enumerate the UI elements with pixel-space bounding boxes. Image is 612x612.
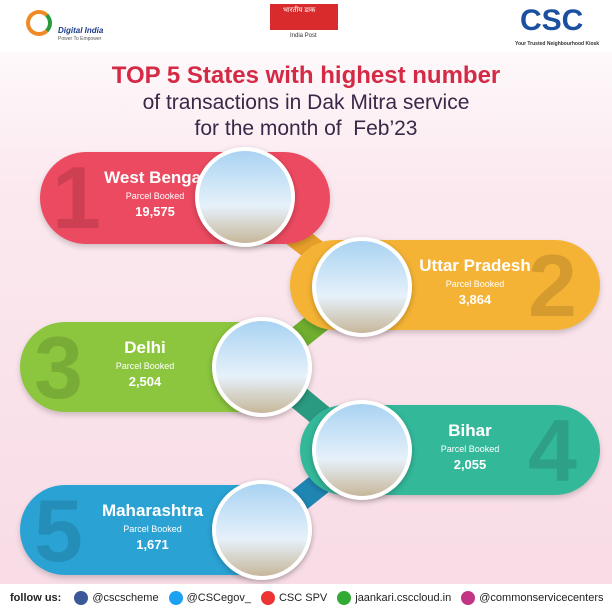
social-handle: @CSCegov_	[186, 591, 251, 604]
logo-text: Digital India	[58, 26, 104, 35]
social-icon	[74, 591, 89, 605]
metric-label: Parcel Booked	[125, 191, 185, 201]
header: Digital India Power To Empower भारतीय डा…	[0, 0, 612, 52]
csc-logo: CSC	[520, 4, 584, 37]
state-image	[312, 400, 412, 500]
metric-value: 1,671	[136, 537, 169, 552]
state-name: Maharashtra	[101, 501, 204, 520]
state-name: West Bengal	[104, 168, 206, 187]
social-link[interactable]: @cscscheme	[74, 591, 159, 605]
metric-label: Parcel Booked	[123, 524, 182, 534]
state-name: Bihar	[448, 421, 492, 440]
state-name: Uttar Pradesh	[419, 256, 531, 275]
state-image	[212, 480, 312, 580]
india-post-icon	[270, 4, 338, 30]
footer: follow us: @cscscheme @CSCegov_ CSC SPV jaa…	[0, 584, 612, 612]
logo-text: India Post	[290, 33, 317, 39]
rank-number: 1	[52, 148, 101, 247]
subtitle: of transactions in Dak Mitra service	[142, 91, 470, 114]
social-link[interactable]: @CSCegov_	[168, 591, 251, 605]
social-icon	[461, 591, 476, 605]
state-image	[195, 147, 295, 247]
state-info: West Bengal Parcel Booked 19,575	[95, 168, 215, 219]
metric-value: 19,575	[135, 204, 175, 219]
rank-number: 2	[528, 236, 577, 335]
social-handle: jaankari.csccloud.in	[355, 591, 452, 604]
metric-value: 2,055	[453, 457, 487, 472]
footer-label: follow us:	[10, 591, 62, 604]
digital-india-icon	[26, 10, 52, 36]
rank-number: 3	[34, 318, 83, 417]
social-link[interactable]: @commonservicecenters	[461, 591, 604, 605]
social-icon	[260, 591, 275, 605]
metric-value: 2,504	[128, 374, 162, 389]
social-handle: @cscscheme	[92, 591, 159, 604]
social-handle: @commonservicecenters	[479, 591, 604, 604]
social-icon	[168, 591, 183, 605]
rank-number: 5	[34, 481, 83, 580]
social-handle: CSC SPV	[278, 591, 328, 604]
metric-label: Parcel Booked	[445, 279, 505, 289]
logo-text: भारतीय डाक	[283, 7, 316, 14]
state-info: Uttar Pradesh Parcel Booked 3,864	[415, 256, 535, 307]
state-info: Maharashtra Parcel Booked 1,671	[85, 501, 220, 552]
social-link[interactable]: jaankari.csccloud.in	[337, 591, 451, 605]
state-info: Delhi Parcel Booked 2,504	[90, 338, 200, 389]
logo-text: Your Trusted Neighbourhood Kiosk	[515, 41, 600, 47]
metric-value: 3,864	[458, 292, 492, 307]
subtitle: for the month of Feb’23	[194, 117, 418, 140]
state-image	[212, 317, 312, 417]
metric-label: Parcel Booked	[115, 361, 175, 371]
state-info: Bihar Parcel Booked 2,055	[415, 421, 525, 472]
social-icon	[337, 591, 352, 605]
metric-label: Parcel Booked	[440, 444, 500, 454]
logo-text: Power To Empower	[58, 36, 102, 42]
title: TOP 5 States with highest number	[111, 62, 501, 89]
state-image	[312, 237, 412, 337]
footer-links: follow us: @cscscheme @CSCegov_ CSC SPV jaa…	[0, 584, 612, 605]
state-name: Delhi	[124, 338, 166, 357]
social-link[interactable]: CSC SPV	[260, 591, 328, 605]
rank-number: 4	[528, 401, 577, 500]
